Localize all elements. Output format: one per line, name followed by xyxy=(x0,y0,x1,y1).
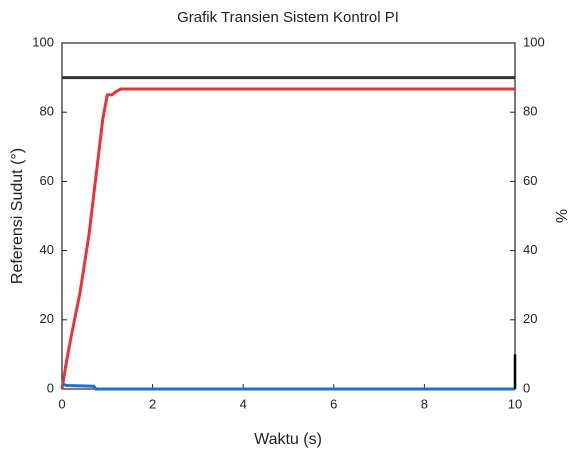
x-tick-label: 0 xyxy=(58,396,65,411)
x-tick-label: 8 xyxy=(421,396,428,411)
y2-tick-label: 100 xyxy=(523,34,545,49)
chart-title: Grafik Transien Sistem Kontrol PI xyxy=(177,9,399,26)
y-tick-label: 40 xyxy=(40,242,54,257)
y2-tick-label: 60 xyxy=(523,173,537,188)
y-tick-label: 80 xyxy=(40,104,54,119)
y-tick-label: 0 xyxy=(47,380,54,395)
y2-tick-label: 0 xyxy=(523,380,530,395)
x-tick-label: 6 xyxy=(330,396,337,411)
series-line xyxy=(61,382,515,391)
x-tick-label: 10 xyxy=(508,396,522,411)
y2-axis-label: % xyxy=(552,209,569,223)
series-line xyxy=(60,87,515,390)
x-tick-label: 4 xyxy=(240,396,247,411)
y-tick-label: 100 xyxy=(32,34,54,49)
y-tick-label: 20 xyxy=(40,311,54,326)
x-tick-label: 2 xyxy=(149,396,156,411)
y-tick-label: 60 xyxy=(40,173,54,188)
x-axis-label: Waktu (s) xyxy=(254,431,322,448)
y-axis-label: Referensi Sudut (°) xyxy=(9,148,26,284)
y2-tick-label: 80 xyxy=(523,104,537,119)
y2-tick-label: 40 xyxy=(523,242,537,257)
y2-tick-label: 20 xyxy=(523,311,537,326)
plot-frame xyxy=(61,42,516,390)
